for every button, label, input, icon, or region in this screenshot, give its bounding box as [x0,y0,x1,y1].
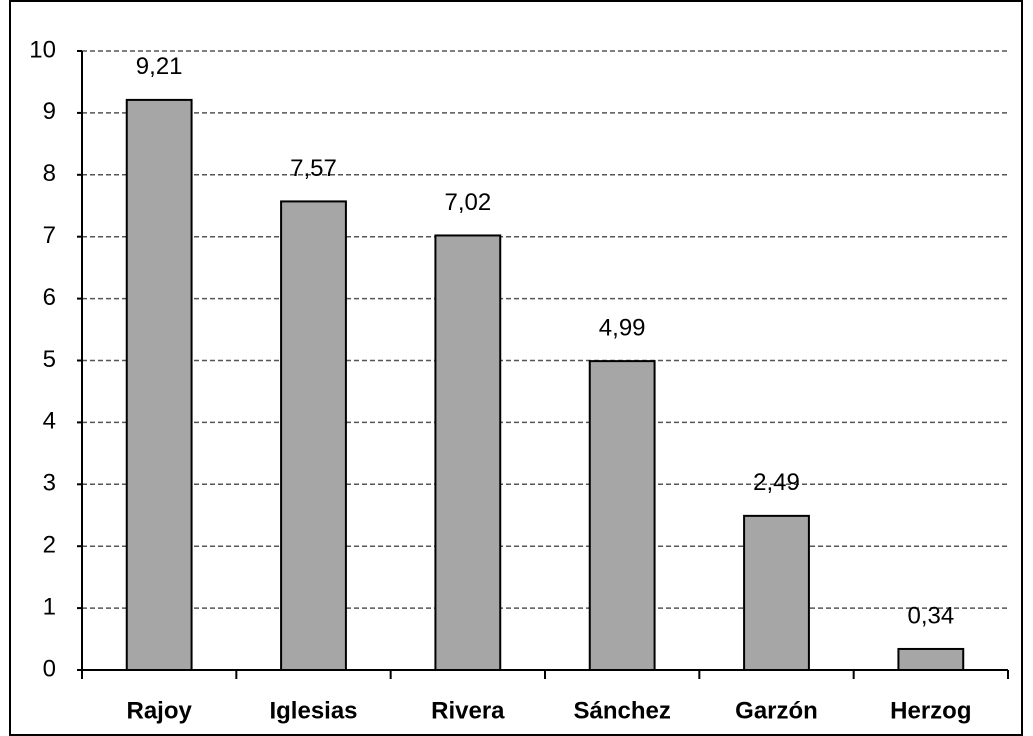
y-tick-label: 9 [43,98,56,125]
x-tick-label: Rivera [431,697,505,724]
value-label: 7,02 [444,189,491,216]
bar [280,200,347,672]
x-tick-label: Iglesias [269,697,357,724]
y-tick-label: 1 [43,593,56,620]
value-label: 4,99 [599,314,646,341]
y-tick-label: 5 [43,346,56,373]
bar [434,234,502,671]
x-tick-label: Herzog [890,697,971,724]
x-tick-label: Rajoy [126,697,192,724]
value-label: 0,34 [907,602,954,629]
value-label: 7,57 [290,155,337,182]
bar [743,514,810,672]
x-tick-label: Sánchez [573,697,670,724]
bar [125,98,193,671]
value-label: 2,49 [753,469,800,496]
y-tick-label: 3 [43,470,56,497]
value-label: 9,21 [136,53,183,80]
x-tick-label: Garzón [735,697,818,724]
y-tick-label: 2 [43,532,56,559]
y-tick-label: 0 [43,655,56,682]
y-tick-label: 4 [43,408,56,435]
y-tick-label: 7 [43,222,56,249]
bar [897,647,965,671]
y-tick-label: 10 [29,36,56,63]
y-tick-label: 6 [43,284,56,311]
bar [588,360,656,671]
y-tick-label: 8 [43,160,56,187]
